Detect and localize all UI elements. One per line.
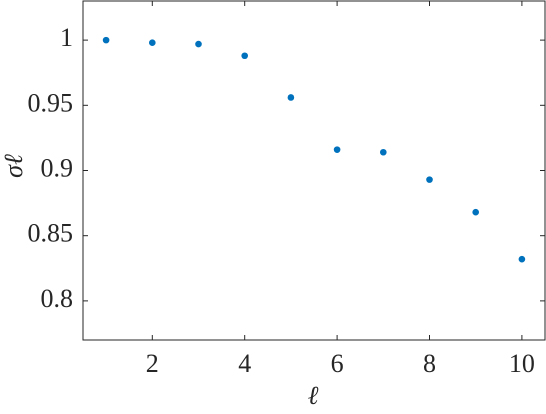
point [241, 52, 248, 60]
x-axis-label: ℓ [308, 381, 319, 410]
x-tick-label: 2 [146, 349, 159, 378]
point [102, 36, 110, 44]
y-tick-label: 1 [60, 23, 73, 52]
y-tick-label: 0.9 [41, 153, 74, 182]
point [149, 39, 156, 47]
y-tick-label: 0.8 [41, 284, 74, 313]
point [472, 208, 480, 216]
x-tick-label: 6 [331, 349, 344, 378]
x-tick-label: 10 [509, 349, 535, 378]
y-tick-label: 0.85 [28, 219, 74, 248]
point [333, 146, 341, 153]
x-tick-label: 8 [423, 349, 436, 378]
y-tick-label: 0.95 [28, 88, 74, 117]
plot-frame [82, 0, 546, 341]
point [287, 94, 295, 101]
y-axis-label: σℓ [0, 154, 28, 178]
point [426, 176, 433, 183]
x-tick-label: 4 [238, 349, 251, 378]
point [380, 148, 387, 156]
point [518, 255, 526, 263]
point [195, 40, 202, 48]
